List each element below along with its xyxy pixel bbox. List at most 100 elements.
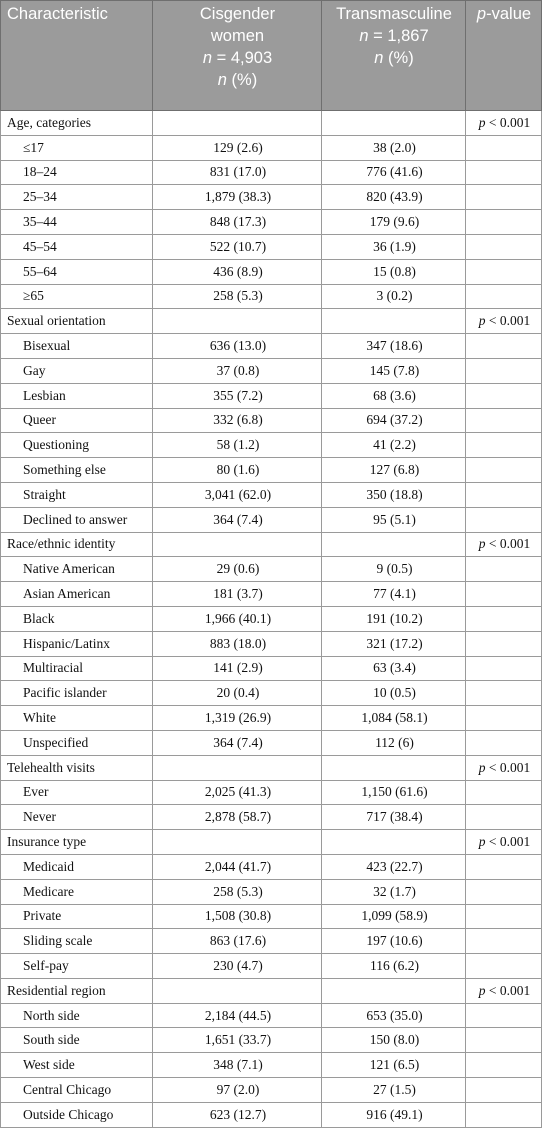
cis-women-value: 80 (1.6) [152, 457, 322, 483]
header-p-symbol: p [476, 5, 487, 23]
characteristic-label: White [0, 705, 153, 731]
header-cis-pct-value: (%) [226, 71, 258, 89]
p-value-cell: p < 0.001 [465, 531, 542, 558]
cis-women-value: 348 (7.1) [152, 1052, 322, 1079]
characteristic-label: Never [0, 804, 153, 831]
table-row: Ever 2,025 (41.3) 1,150 (61.6) [0, 779, 542, 806]
p-value-cell [465, 233, 542, 260]
p-value-cell [465, 134, 542, 161]
transmasculine-value: 77 (4.1) [321, 581, 466, 607]
table-row: 35–44 848 (17.3) 179 (9.6) [0, 209, 542, 235]
p-value-text: < 0.001 [485, 982, 531, 998]
table-row: Something else 80 (1.6) 127 (6.8) [0, 457, 542, 483]
p-value-cell [465, 655, 542, 682]
header-characteristic: Characteristic [0, 0, 153, 111]
cis-women-value: 883 (18.0) [152, 630, 322, 657]
p-value-cell [465, 779, 542, 806]
cis-women-value [152, 977, 322, 1004]
transmasculine-value: 347 (18.6) [321, 333, 466, 359]
characteristic-label: Unspecified [0, 729, 153, 756]
transmasculine-value: 653 (35.0) [321, 1002, 466, 1029]
characteristic-label: Medicare [0, 878, 153, 905]
p-value-text: < 0.001 [485, 834, 531, 849]
transmasculine-value: 694 (37.2) [321, 407, 466, 434]
table-row: Questioning 58 (1.2) 41 (2.2) [0, 432, 542, 459]
p-value-cell [465, 928, 542, 955]
characteristic-label: Native American [0, 556, 153, 583]
p-value-cell [465, 1002, 542, 1029]
transmasculine-value: 350 (18.8) [321, 481, 466, 508]
characteristic-label: Medicaid [0, 853, 153, 880]
characteristic-label: Outside Chicago [0, 1101, 153, 1128]
table-row: Black 1,966 (40.1) 191 (10.2) [0, 605, 542, 632]
characteristic-label: 25–34 [0, 184, 153, 211]
characteristic-label: Declined to answer [0, 506, 153, 533]
header-cis-n-symbol: n [202, 49, 213, 67]
category-row: Residential region p < 0.001 [0, 977, 542, 1004]
transmasculine-value: 1,099 (58.9) [321, 903, 466, 930]
p-value-cell [465, 581, 542, 607]
header-transmasculine: Transmasculine n = 1,867 n (%) [321, 0, 466, 111]
transmasculine-value: 38 (2.0) [321, 134, 466, 161]
p-symbol: p [478, 982, 486, 998]
cis-women-value: 1,651 (33.7) [152, 1027, 322, 1054]
cis-women-value: 29 (0.6) [152, 556, 322, 583]
cis-women-value: 364 (7.4) [152, 729, 322, 756]
transmasculine-value: 10 (0.5) [321, 680, 466, 707]
transmasculine-value: 179 (9.6) [321, 209, 466, 235]
p-value-cell [465, 680, 542, 707]
characteristic-label: West side [0, 1052, 153, 1079]
transmasculine-value: 191 (10.2) [321, 605, 466, 632]
p-value-cell [465, 209, 542, 235]
header-p-rest: -value [486, 5, 532, 23]
p-value-cell [465, 878, 542, 905]
header-cis-pct: n (%) [159, 69, 316, 91]
cis-women-value: 364 (7.4) [152, 506, 322, 533]
characteristic-label: Queer [0, 407, 153, 434]
table-row: White 1,319 (26.9) 1,084 (58.1) [0, 705, 542, 731]
p-value-cell [465, 953, 542, 979]
p-value-cell: p < 0.001 [465, 829, 542, 855]
table-row: Gay 37 (0.8) 145 (7.8) [0, 357, 542, 384]
category-label: Age, categories [0, 110, 153, 136]
cis-women-value: 2,184 (44.5) [152, 1002, 322, 1029]
cis-women-value: 332 (6.8) [152, 407, 322, 434]
cis-women-value: 258 (5.3) [152, 283, 322, 310]
characteristic-label: Straight [0, 481, 153, 508]
table-header: Characteristic Cisgender women n = 4,903… [0, 0, 542, 111]
transmasculine-value: 9 (0.5) [321, 556, 466, 583]
cis-women-value: 863 (17.6) [152, 928, 322, 955]
table-row: ≤17 129 (2.6) 38 (2.0) [0, 134, 542, 161]
p-value-cell [465, 853, 542, 880]
characteristic-label: Private [0, 903, 153, 930]
cis-women-value: 258 (5.3) [152, 878, 322, 905]
characteristic-label: ≤17 [0, 134, 153, 161]
cis-women-value: 1,879 (38.3) [152, 184, 322, 211]
p-value-cell: p < 0.001 [465, 977, 542, 1004]
p-value-cell [465, 605, 542, 632]
header-trans-line1: Transmasculine [336, 5, 452, 23]
p-value-cell [465, 804, 542, 831]
table-row: Straight 3,041 (62.0) 350 (18.8) [0, 481, 542, 508]
p-value-cell [465, 1077, 542, 1103]
table-row: Pacific islander 20 (0.4) 10 (0.5) [0, 680, 542, 707]
p-value-cell [465, 556, 542, 583]
p-value-cell [465, 705, 542, 731]
cis-women-value [152, 531, 322, 558]
header-cis-pct-symbol: n [217, 71, 227, 89]
cis-women-value: 848 (17.3) [152, 209, 322, 235]
table-row: Central Chicago 97 (2.0) 27 (1.5) [0, 1077, 542, 1103]
cis-women-value: 181 (3.7) [152, 581, 322, 607]
transmasculine-value: 321 (17.2) [321, 630, 466, 657]
transmasculine-value: 717 (38.4) [321, 804, 466, 831]
transmasculine-value [321, 829, 466, 855]
p-value-cell [465, 1027, 542, 1054]
table-row: 45–54 522 (10.7) 36 (1.9) [0, 233, 542, 260]
characteristic-label: Self-pay [0, 953, 153, 979]
characteristic-label: North side [0, 1002, 153, 1029]
p-value-cell [465, 333, 542, 359]
transmasculine-value [321, 308, 466, 335]
p-value-cell [465, 903, 542, 930]
table-row: Native American 29 (0.6) 9 (0.5) [0, 556, 542, 583]
